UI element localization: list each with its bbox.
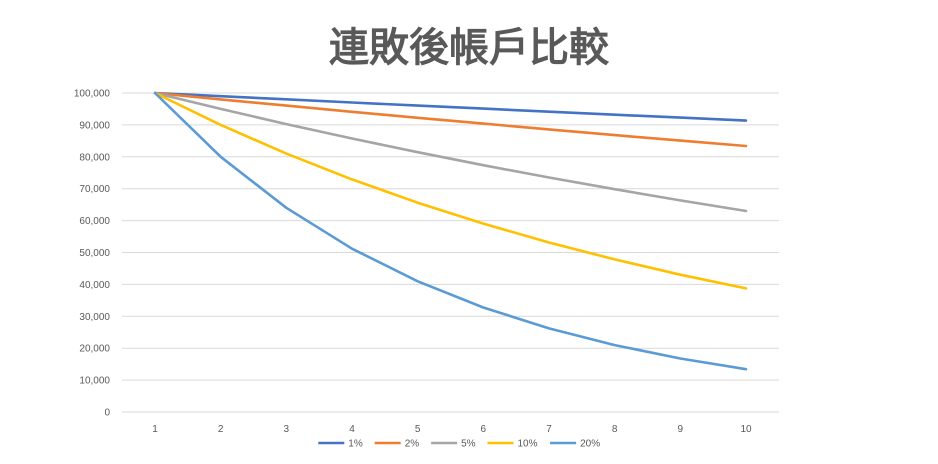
series-layer	[153, 91, 748, 371]
x-tick-label: 10	[740, 424, 752, 435]
chart-title: 連敗後帳戶比較	[329, 25, 610, 71]
legend-label: 2%	[405, 439, 420, 450]
y-tick-label: 100,000	[74, 89, 111, 100]
y-tick-label: 90,000	[79, 120, 110, 131]
legend-item-5-percent: 5%	[431, 439, 476, 450]
x-tick-label: 5	[415, 424, 421, 435]
series-line-20-percent	[153, 91, 748, 371]
y-tick-label: 60,000	[79, 216, 110, 227]
x-tick-label: 7	[546, 424, 552, 435]
x-tick-label: 8	[612, 424, 618, 435]
y-tick-label: 80,000	[79, 152, 110, 163]
x-tick-label: 2	[218, 424, 224, 435]
series-line-10-percent	[153, 91, 748, 290]
legend-label: 5%	[461, 439, 476, 450]
y-tick-label: 40,000	[79, 280, 110, 291]
legend-label: 10%	[518, 439, 538, 450]
y-tick-label: 30,000	[79, 312, 110, 323]
x-tick-label: 6	[481, 424, 487, 435]
legend-item-20-percent: 20%	[550, 439, 600, 450]
y-tick-label: 20,000	[79, 344, 110, 355]
y-tick-label: 0	[104, 408, 110, 419]
legend: 1% 2% 5% 10% 20%	[318, 439, 600, 450]
legend-item-2-percent: 2%	[374, 439, 420, 450]
legend-label: 20%	[580, 439, 600, 450]
grid-layer	[122, 92, 779, 413]
legend-label: 1%	[348, 439, 363, 450]
y-axis-tick-labels: 0 10,000 20,000 30,000 40,000 50,000 60,000 70,…	[74, 89, 111, 419]
legend-item-10-percent: 10%	[487, 439, 538, 450]
x-axis-tick-labels: 1 2 3 4 5 6 7 8 9 10	[152, 424, 752, 435]
y-tick-label: 50,000	[79, 248, 110, 259]
x-tick-label: 9	[678, 424, 684, 435]
legend-item-1-percent: 1%	[318, 439, 363, 450]
y-tick-label: 10,000	[79, 376, 110, 387]
x-tick-label: 3	[284, 424, 290, 435]
y-tick-label: 70,000	[79, 184, 110, 195]
x-tick-label: 4	[349, 424, 355, 435]
x-tick-label: 1	[152, 424, 158, 435]
series-line-2-percent	[153, 91, 748, 148]
series-line-1-percent	[153, 91, 748, 122]
series-line-5-percent	[153, 91, 748, 213]
